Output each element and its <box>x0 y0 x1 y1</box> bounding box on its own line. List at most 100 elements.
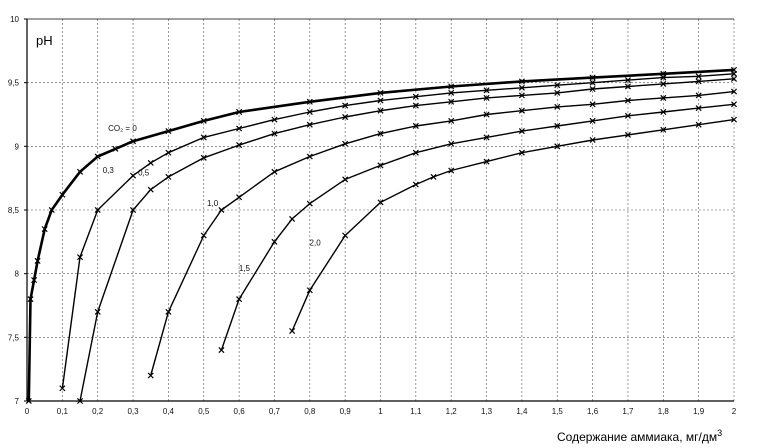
data-point-marker <box>130 206 137 214</box>
data-point-marker <box>59 191 66 198</box>
marker-stroke <box>660 108 667 115</box>
marker-stroke <box>236 108 243 115</box>
data-point-marker <box>130 172 137 179</box>
x-tick-label: 1,3 <box>481 407 493 416</box>
data-point-marker <box>25 397 32 405</box>
marker-stroke <box>165 149 172 156</box>
marker-stroke <box>412 93 419 100</box>
marker-stroke <box>289 215 296 222</box>
data-point-marker <box>448 83 455 90</box>
marker-stroke <box>412 181 419 188</box>
data-point-marker <box>27 296 34 303</box>
data-point-marker <box>624 112 631 119</box>
marker-stroke <box>94 206 101 214</box>
data-point-marker <box>77 397 84 405</box>
x-tick-label: 0,6 <box>234 407 246 416</box>
data-point-marker <box>342 140 349 147</box>
marker-stroke <box>730 116 738 123</box>
data-point-marker <box>165 128 172 135</box>
data-point-marker <box>412 149 419 156</box>
data-point-marker <box>518 78 525 85</box>
marker-stroke <box>342 232 349 239</box>
marker-stroke <box>589 79 596 86</box>
data-point-marker <box>448 167 455 174</box>
data-point-marker <box>306 200 313 207</box>
marker-stroke <box>624 97 631 104</box>
marker-stroke <box>377 89 384 96</box>
marker-stroke <box>554 143 561 150</box>
data-point-marker <box>200 134 207 141</box>
series-label: CO₂ = 0 <box>108 124 137 133</box>
series-line <box>150 90 735 376</box>
y-tick-label: 9 <box>15 142 20 151</box>
marker-stroke <box>200 134 207 141</box>
x-tick-label: 0 <box>25 407 30 416</box>
data-point-marker <box>236 142 243 149</box>
y-axis-label: pH <box>36 33 53 48</box>
marker-stroke <box>94 308 101 315</box>
marker-stroke <box>430 173 437 180</box>
marker-stroke <box>112 145 119 152</box>
data-point-marker <box>200 232 207 239</box>
y-tick-label: 9,5 <box>8 79 20 88</box>
x-tick-label: 0,7 <box>269 407 281 416</box>
data-point-marker <box>59 385 66 392</box>
marker-stroke <box>130 138 137 145</box>
data-point-marker <box>289 215 296 222</box>
x-tick-label: 0,8 <box>304 407 316 416</box>
marker-stroke <box>518 107 525 114</box>
marker-stroke <box>660 94 667 101</box>
marker-stroke <box>554 82 561 89</box>
data-point-marker <box>147 372 154 379</box>
data-point-marker <box>554 103 561 110</box>
marker-stroke <box>483 134 490 141</box>
marker-stroke <box>730 75 738 82</box>
marker-stroke <box>306 200 313 207</box>
marker-stroke <box>624 83 631 90</box>
marker-stroke <box>518 128 525 135</box>
tick-labels: 0 0,1 0,2 0,3 0,4 0,5 0,6 0,7 0,8 0,9 1 1,1 1,2 1,3 1,… <box>8 15 737 416</box>
series-line <box>291 118 735 332</box>
data-point-marker <box>165 149 172 156</box>
marker-stroke <box>77 397 84 405</box>
marker-stroke <box>130 172 137 179</box>
marker-stroke <box>554 89 561 96</box>
marker-stroke <box>48 206 55 214</box>
marker-stroke <box>306 121 313 128</box>
marker-stroke <box>27 296 34 303</box>
data-point-marker <box>483 111 490 118</box>
data-point-marker <box>306 121 313 128</box>
data-point-marker <box>660 74 667 81</box>
data-point-marker <box>112 145 119 152</box>
data-point-marker <box>695 78 702 85</box>
marker-stroke <box>377 107 384 114</box>
marker-stroke <box>695 105 702 112</box>
marker-stroke <box>59 385 66 392</box>
data-point-marker <box>624 83 631 90</box>
data-point-marker <box>589 101 596 108</box>
data-point-marker <box>77 168 84 175</box>
marker-stroke <box>25 397 32 405</box>
series-label: 1,0 <box>207 199 219 208</box>
y-tick-label: 8,5 <box>8 206 20 215</box>
marker-stroke <box>377 97 384 104</box>
marker-stroke <box>377 199 384 206</box>
data-point-marker <box>554 143 561 150</box>
data-point-marker <box>730 88 738 95</box>
marker-stroke <box>165 173 172 180</box>
data-point-marker <box>271 168 278 175</box>
data-point-marker <box>236 125 243 132</box>
marker-stroke <box>448 98 455 105</box>
data-point-marker <box>624 131 631 138</box>
marker-stroke <box>236 125 243 132</box>
data-point-marker <box>448 98 455 105</box>
marker-stroke <box>624 131 631 138</box>
marker-stroke <box>448 83 455 90</box>
data-point-marker <box>218 206 225 214</box>
data-point-marker <box>200 154 207 161</box>
data-point-marker <box>271 116 278 123</box>
marker-stroke <box>554 122 561 129</box>
data-point-marker <box>412 181 419 188</box>
marker-stroke <box>218 347 225 354</box>
marker-stroke <box>589 74 596 81</box>
